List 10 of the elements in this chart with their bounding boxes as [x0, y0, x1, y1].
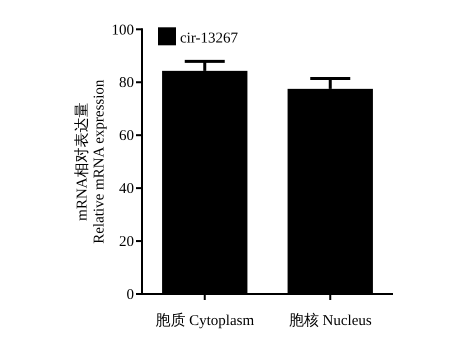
y-axis-title: mRNA相对表达量 Relative mRNA expression	[74, 79, 108, 244]
y-tick-label: 0	[126, 287, 134, 303]
y-tick-label: 80	[119, 75, 134, 92]
legend-label: cir-13267	[180, 30, 239, 46]
y-tick-label: 40	[119, 181, 134, 198]
x-tick-label: 胞质 Cytoplasm	[155, 312, 254, 329]
y-tick-label: 60	[119, 128, 134, 144]
y-tick-label: 20	[119, 234, 134, 250]
x-tick-label: 胞核 Nucleus	[288, 312, 372, 329]
y-tick-label: 100	[112, 22, 134, 38]
